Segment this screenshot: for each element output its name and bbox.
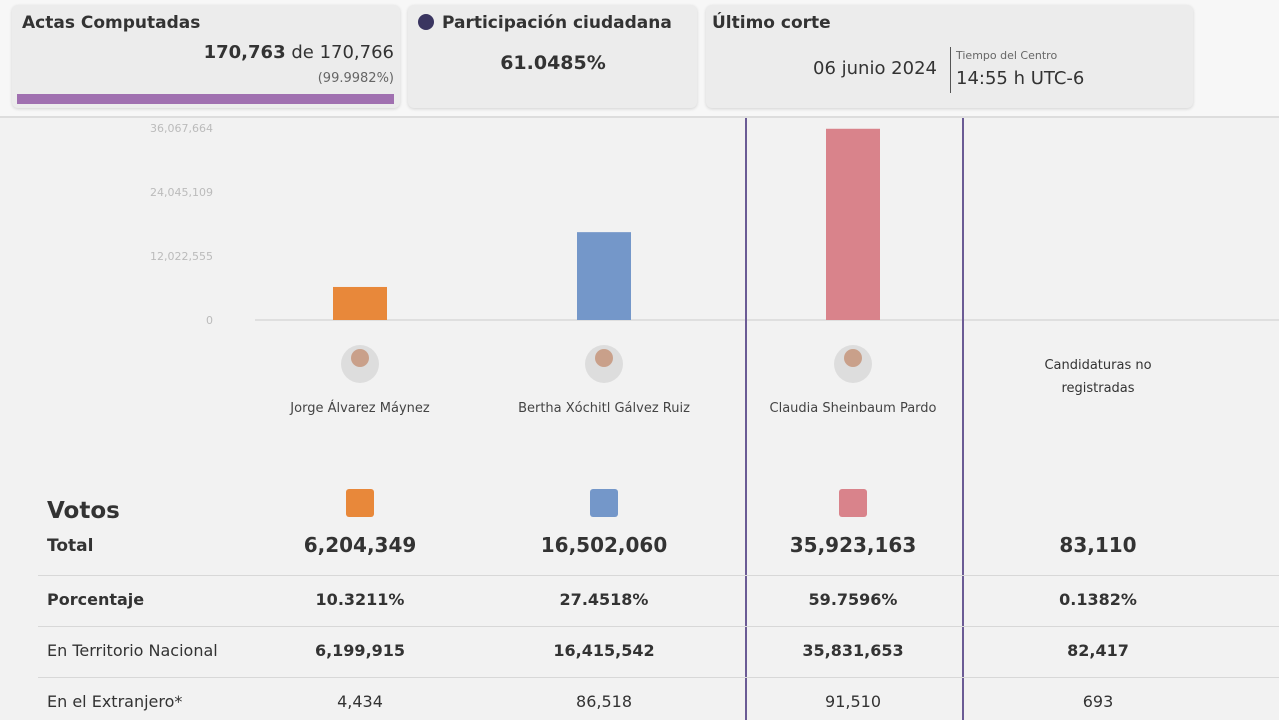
y-tick-label: 0 — [206, 314, 213, 327]
row-line — [38, 575, 1279, 576]
total-value: 16,502,060 — [540, 533, 668, 557]
corte-date: 06 junio 2024 — [813, 58, 937, 79]
party-logo — [590, 489, 618, 517]
actas-title: Actas Computadas — [22, 13, 201, 33]
candidate-face — [351, 349, 369, 367]
cell: 4,434 — [337, 692, 383, 711]
total-value: 35,923,163 — [789, 533, 917, 557]
row-line — [38, 626, 1279, 627]
cell: 86,518 — [576, 692, 632, 711]
divider — [950, 47, 951, 93]
cell: 35,831,653 — [802, 641, 904, 660]
bar — [826, 128, 880, 320]
cell: 27.4518% — [559, 590, 649, 609]
corte-title: Último corte — [712, 13, 831, 33]
y-tick-label: 36,067,664 — [150, 122, 213, 135]
candidate-name: Bertha Xóchitl Gálvez Ruiz — [518, 401, 690, 416]
cell: 16,415,542 — [553, 641, 655, 660]
progress-track — [17, 94, 394, 104]
total-label: Total — [47, 536, 94, 556]
row-label: En Territorio Nacional — [47, 641, 218, 660]
corte-time: 14:55 h UTC-6 — [956, 68, 1085, 89]
total-value: 83,110 — [1059, 533, 1137, 557]
info-icon — [418, 14, 434, 30]
count: 170,763 — [203, 42, 286, 63]
actas-count: 170,763 de 170,766 — [204, 42, 394, 63]
candidate-name: Claudia Sheinbaum Pardo — [770, 401, 937, 416]
total-value: 6,204,349 — [303, 533, 417, 557]
corte-card: Último corte 06 junio 2024 Tiempo del Ce… — [706, 5, 1193, 108]
candidate-face — [595, 349, 613, 367]
progress-bar — [17, 94, 394, 104]
cell: 59.7596% — [808, 590, 898, 609]
y-tick-label: 24,045,109 — [150, 186, 213, 199]
actas-card: Actas Computadas 170,763 de 170,766 (99.… — [12, 5, 400, 108]
row-label: En el Extranjero* — [47, 692, 183, 711]
chart: 0 12,022,555 24,045,109 36,067,664 Jorge Álv… — [150, 118, 1279, 720]
candidate-face — [844, 349, 862, 367]
cell: 6,199,915 — [314, 641, 406, 660]
tz-label: Tiempo del Centro — [956, 49, 1058, 62]
cell: 693 — [1082, 692, 1114, 711]
table-title: Votos — [47, 498, 120, 524]
party-logo — [839, 489, 867, 517]
other-candidates: Candidaturas no registradas — [1044, 358, 1152, 396]
candidate-name: Jorge Álvarez Máynez — [289, 400, 430, 416]
cell: 82,417 — [1067, 641, 1129, 660]
row-label: Porcentaje — [47, 590, 145, 609]
participacion-title: Participación ciudadana — [442, 13, 672, 33]
row-line — [38, 677, 1279, 678]
participacion-value: 61.0485% — [500, 52, 606, 74]
cell: 91,510 — [825, 692, 881, 711]
cell: 0.1382% — [1059, 590, 1137, 609]
bar — [577, 232, 631, 320]
participacion-card: Participación ciudadana 61.0485% — [408, 5, 697, 108]
y-tick-label: 12,022,555 — [150, 250, 213, 263]
bar — [333, 286, 387, 320]
cell: 10.3211% — [315, 590, 405, 609]
of: de — [291, 42, 314, 63]
actas-percent: (99.9982%) — [317, 71, 394, 86]
total: 170,766 — [319, 42, 394, 63]
party-logo — [346, 489, 374, 517]
